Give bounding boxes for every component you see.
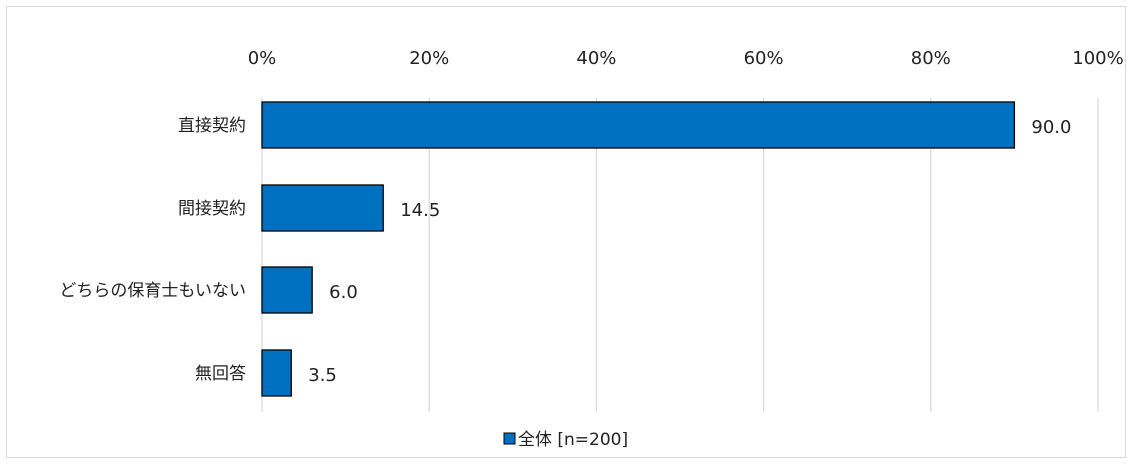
data-label: 14.5 [400,200,440,221]
legend: 全体 [n=200] [503,430,628,450]
category-label: 無回答 [195,364,246,384]
bars [261,101,1016,397]
bar [261,101,1016,149]
legend-swatch [503,432,516,445]
data-labels: 90.0 14.5 6.0 3.5 [308,117,1071,386]
bar [261,266,313,314]
category-label: どちらの保育士もいない [59,281,246,301]
x-tick-label: 20% [409,48,449,69]
legend-label: 全体 [n=200] [518,430,628,450]
x-axis-ticks: 0% 20% 40% 60% 80% 100% [248,48,1124,69]
category-label: 間接契約 [178,199,246,219]
chart-frame [6,6,1126,458]
bar [261,184,384,232]
category-label: 直接契約 [178,116,246,136]
data-label: 90.0 [1031,117,1071,138]
bar [261,349,292,397]
x-tick-label: 100% [1072,48,1123,69]
x-tick-label: 40% [576,48,616,69]
x-tick-label: 80% [911,48,951,69]
data-label: 3.5 [308,365,337,386]
x-tick-label: 0% [248,48,277,69]
data-label: 6.0 [329,282,358,303]
x-tick-label: 60% [744,48,784,69]
